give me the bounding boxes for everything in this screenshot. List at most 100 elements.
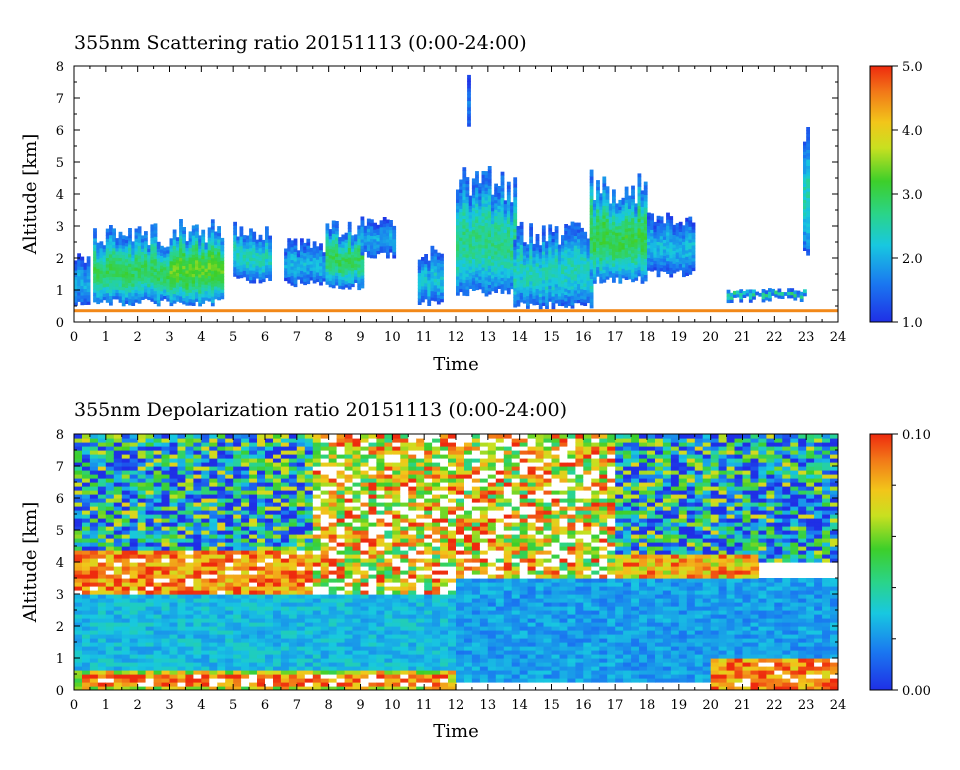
scattering-cell [513, 209, 518, 214]
scattering-cell [557, 286, 562, 290]
scattering-cell [300, 260, 304, 265]
depolarization-cell [153, 606, 163, 611]
scattering-cell [331, 242, 336, 247]
scattering-cell [77, 285, 81, 290]
scattering-cell [191, 225, 196, 230]
depolarization-cell [89, 654, 99, 659]
depolarization-cell [185, 662, 194, 667]
depolarization-cell [121, 458, 131, 463]
scattering-cell [140, 280, 145, 284]
scattering-cell [134, 292, 139, 297]
scattering-cell [506, 239, 511, 244]
scattering-cell [662, 248, 667, 253]
scattering-cell [459, 240, 463, 245]
depolarization-cell [161, 574, 171, 579]
scattering-cell [627, 230, 632, 235]
scattering-cell [210, 280, 215, 284]
scattering-cell [268, 277, 272, 281]
depolarization-cell [169, 550, 179, 555]
scattering-cell [522, 255, 527, 259]
scattering-cell [538, 251, 543, 256]
scattering-cell [360, 271, 365, 276]
scattering-cell [366, 221, 371, 226]
scattering-cell [685, 253, 689, 257]
scattering-cell [137, 226, 142, 231]
scattering-cell [596, 218, 600, 223]
scattering-cell [561, 295, 565, 300]
depolarization-cell [89, 578, 99, 583]
scattering-cell [475, 171, 479, 175]
scattering-cell [137, 239, 142, 243]
scattering-cell [128, 282, 132, 287]
scattering-cell [150, 285, 155, 289]
depolarization-cell [177, 486, 187, 491]
depolarization-cell [89, 670, 99, 675]
scattering-cell [580, 231, 584, 235]
depolarization-cell [74, 602, 83, 607]
scattering-cell [265, 251, 269, 256]
scattering-cell [685, 240, 689, 244]
scattering-cell [675, 267, 680, 272]
scattering-cell [510, 221, 514, 226]
scattering-cell [430, 284, 435, 288]
depolarization-cell [129, 634, 139, 639]
scattering-cell [198, 283, 202, 288]
scattering-cell [467, 78, 471, 82]
scattering-cell [519, 225, 524, 229]
depolarization-cell [153, 586, 163, 591]
scattering-cell [675, 258, 680, 263]
scattering-cell [338, 259, 342, 264]
scattering-cell [201, 277, 206, 282]
scattering-cell [653, 237, 658, 242]
scattering-cell [287, 247, 292, 252]
scattering-cell [144, 282, 148, 287]
scattering-cell [478, 228, 483, 232]
scattering-cell [599, 196, 604, 201]
depolarization-cell [105, 470, 115, 475]
depolarization-cell [74, 510, 83, 515]
scattering-cell [261, 252, 266, 257]
scattering-cell [468, 269, 473, 273]
scattering-cell [360, 229, 365, 234]
scattering-cell [150, 224, 155, 229]
scattering-cell [500, 184, 505, 189]
scattering-cell [745, 292, 750, 297]
scattering-cell [80, 298, 85, 302]
scattering-cell [315, 255, 320, 260]
depolarization-cell [74, 610, 83, 615]
scattering-cell [570, 295, 575, 299]
scattering-cell [640, 232, 645, 236]
depolarization-cell [145, 506, 155, 511]
scattering-cell [134, 282, 139, 287]
scattering-cell [621, 265, 626, 269]
depolarization-cell [153, 574, 163, 579]
scattering-cell [80, 269, 85, 274]
scattering-cell [678, 231, 683, 236]
scattering-cell [596, 199, 600, 204]
scattering-cell [656, 228, 661, 233]
scattering-cell [102, 264, 107, 269]
depolarization-cell [97, 454, 107, 459]
scattering-cell [500, 194, 505, 198]
scattering-cell [424, 286, 428, 290]
scattering-cell [421, 298, 425, 303]
scattering-cell [335, 221, 339, 225]
scattering-cell [188, 279, 193, 284]
scattering-cell [245, 273, 250, 278]
scattering-cell [624, 260, 629, 264]
scattering-cell [662, 229, 667, 234]
scattering-cell [500, 232, 505, 237]
scattering-cell [535, 256, 540, 261]
scattering-cell [462, 196, 467, 200]
scattering-cell [484, 273, 489, 278]
scattering-cell [471, 226, 476, 231]
depolarization-cell [129, 614, 139, 619]
depolarization-cell [145, 546, 155, 551]
scattering-cell [137, 267, 142, 272]
scattering-cell [806, 210, 810, 214]
scattering-cell [532, 263, 537, 267]
scattering-cell [239, 261, 244, 266]
scattering-cell [806, 194, 810, 198]
depolarization-cell [161, 610, 171, 615]
depolarization-cell [121, 526, 131, 531]
